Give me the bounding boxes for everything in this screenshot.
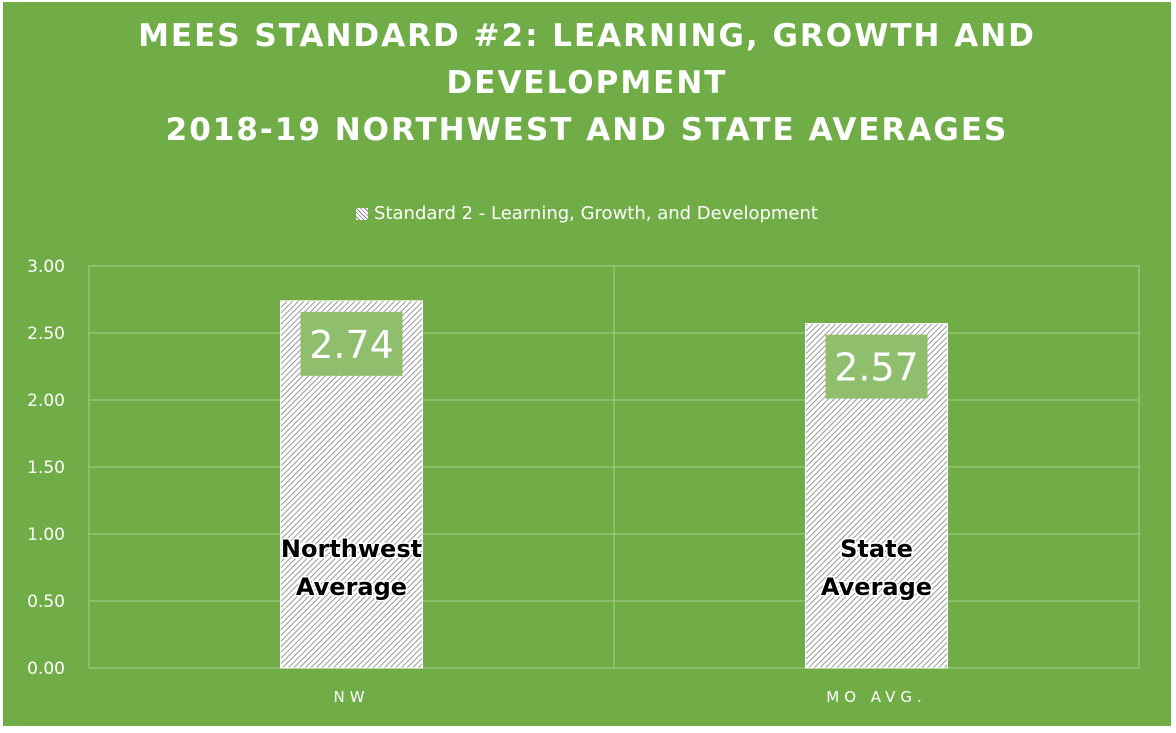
plot-svg: 0.00 0.50 1.00 1.50 2.00 2.50 3.00 2.74 Northwes… <box>27 257 1140 706</box>
y-tick-label: 0.00 <box>27 659 65 679</box>
x-tick-label: NW <box>333 688 369 706</box>
legend-swatch <box>356 208 369 220</box>
y-tick-label: 1.50 <box>27 458 65 478</box>
chart-area: MEES STANDARD #2: LEARNING, GROWTH AND D… <box>3 2 1171 726</box>
chart-title-line-3: 2018-19 NORTHWEST AND STATE AVERAGES <box>165 112 1009 148</box>
x-tick-label: MO AVG. <box>826 688 926 706</box>
bar-annotation: Average <box>296 573 407 601</box>
bar-annotation: State <box>840 535 913 563</box>
chart-title-line-1: MEES STANDARD #2: LEARNING, GROWTH AND <box>138 18 1036 54</box>
y-tick-label: 1.00 <box>27 525 65 545</box>
legend-label: Standard 2 - Learning, Growth, and Devel… <box>374 203 818 224</box>
y-tick-label: 0.50 <box>27 592 65 612</box>
data-label-box <box>300 311 403 376</box>
bar-annotation: Northwest <box>281 535 422 563</box>
y-tick-label: 2.00 <box>27 391 65 411</box>
data-label: 2.74 <box>309 323 394 367</box>
data-label-box <box>825 334 928 399</box>
chart-title-line-2: DEVELOPMENT <box>446 65 728 101</box>
bar-annotation: Average <box>821 573 932 601</box>
y-tick-label: 2.50 <box>27 324 65 344</box>
data-label: 2.57 <box>834 346 919 390</box>
y-tick-label: 3.00 <box>27 257 65 277</box>
legend: Standard 2 - Learning, Growth, and Devel… <box>3 203 1171 225</box>
